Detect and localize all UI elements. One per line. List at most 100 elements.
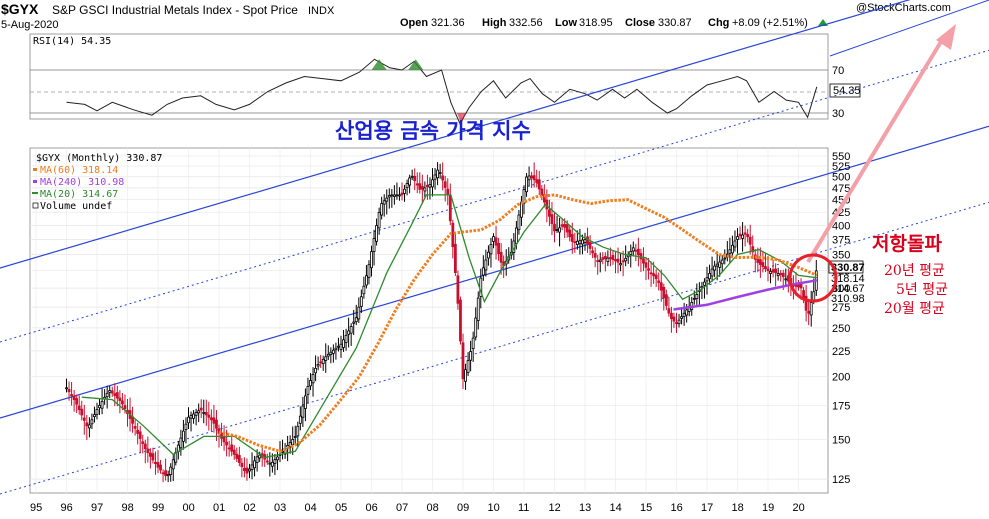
candle-body xyxy=(446,188,450,196)
candle-body xyxy=(695,294,699,299)
candle-body xyxy=(293,436,297,438)
candle-body xyxy=(354,317,358,323)
candle-body xyxy=(682,312,686,317)
candle-body xyxy=(591,250,595,254)
candle-body xyxy=(309,380,312,387)
candle-body xyxy=(306,386,310,395)
candle-body xyxy=(720,259,724,265)
channel-line xyxy=(0,201,989,495)
candle-body xyxy=(375,225,378,242)
candle-body xyxy=(161,472,165,475)
candle-body xyxy=(202,412,206,414)
candle-body xyxy=(194,411,198,416)
candle-body xyxy=(692,298,696,300)
legend-ma240-swatch xyxy=(33,180,37,183)
candle-body xyxy=(563,224,567,228)
exchange: INDX xyxy=(308,5,335,17)
candle-body xyxy=(459,299,462,342)
candle-body xyxy=(291,439,295,446)
open-label: Open xyxy=(400,17,428,29)
trend-channel xyxy=(0,0,989,495)
candle-body xyxy=(464,369,467,382)
candle-body xyxy=(631,247,635,252)
y-tick-label: 275 xyxy=(832,302,850,314)
candle-body xyxy=(288,442,292,448)
candle-body xyxy=(82,417,86,421)
candle-body xyxy=(380,203,384,216)
legend-price: $GYX (Monthly) 330.87 xyxy=(36,153,162,164)
candle-body xyxy=(250,464,254,470)
candle-body xyxy=(776,273,780,277)
candle-body xyxy=(614,259,617,262)
x-tick-label: 04 xyxy=(305,502,317,514)
candle-body xyxy=(700,286,704,289)
candle-body xyxy=(75,398,79,405)
candle-body xyxy=(67,389,71,393)
candle-body xyxy=(372,238,376,252)
candle-body xyxy=(474,317,478,338)
candle-body xyxy=(436,169,439,179)
candle-body xyxy=(758,259,762,265)
rsi-tick-70: 70 xyxy=(832,65,844,77)
candle-body xyxy=(319,361,323,364)
ma-note-20y: 20년 평균 xyxy=(884,263,945,279)
candle-body xyxy=(428,184,432,188)
candle-body xyxy=(410,175,414,178)
y-tick-label: 400 xyxy=(832,220,850,232)
candle-body xyxy=(723,257,727,260)
watermark: @StockCharts.com xyxy=(856,2,951,14)
candle-body xyxy=(532,175,536,181)
candle-body xyxy=(100,400,104,409)
candle-body xyxy=(182,430,185,442)
x-tick-label: 08 xyxy=(427,502,439,514)
breakout-label: 저항돌파 xyxy=(872,233,942,255)
rsi-overbought-fill xyxy=(408,59,424,70)
candle-body xyxy=(487,251,490,259)
ma240-tag: 310.98 xyxy=(831,293,865,305)
candle-body xyxy=(326,353,330,357)
symbol: $GYX xyxy=(1,1,39,17)
candle-body xyxy=(652,273,656,277)
high-value: 332.56 xyxy=(509,17,543,29)
candle-body xyxy=(212,417,216,424)
candle-body xyxy=(255,456,259,463)
candle-body xyxy=(331,349,335,354)
x-tick-label: 10 xyxy=(488,502,500,514)
x-tick-label: 00 xyxy=(183,502,195,514)
grid xyxy=(30,148,828,493)
candle-body xyxy=(560,224,564,227)
y-tick-label: 300 xyxy=(832,283,850,295)
candle-body xyxy=(146,448,150,454)
candle-body xyxy=(209,417,213,421)
candle-body xyxy=(164,470,168,477)
candle-body xyxy=(113,393,117,396)
y-tick-label: 475 xyxy=(832,183,850,195)
candle-body xyxy=(484,259,488,271)
candle-body xyxy=(121,400,124,405)
candle-body xyxy=(731,244,734,254)
candle-body xyxy=(184,423,188,430)
candle-body xyxy=(108,390,112,393)
candle-body xyxy=(301,405,305,418)
candle-body xyxy=(522,189,526,204)
candle-body xyxy=(713,265,717,271)
candle-body xyxy=(377,212,381,229)
candle-body xyxy=(710,268,714,277)
candle-body xyxy=(761,262,765,267)
candle-body xyxy=(644,262,648,268)
candle-body xyxy=(517,214,521,231)
candle-body xyxy=(392,194,396,197)
candle-body xyxy=(603,255,607,260)
candle-body xyxy=(405,183,409,188)
candle-body xyxy=(408,177,412,186)
candle-body xyxy=(642,258,645,264)
candle-body xyxy=(769,270,772,274)
candle-body xyxy=(649,272,653,275)
candle-body xyxy=(304,395,307,409)
candle-body xyxy=(733,240,737,248)
candle-body xyxy=(550,214,554,225)
candle-body xyxy=(296,425,300,437)
x-tick-label: 12 xyxy=(549,502,561,514)
rsi-series xyxy=(66,58,818,125)
candle-body xyxy=(268,462,272,465)
